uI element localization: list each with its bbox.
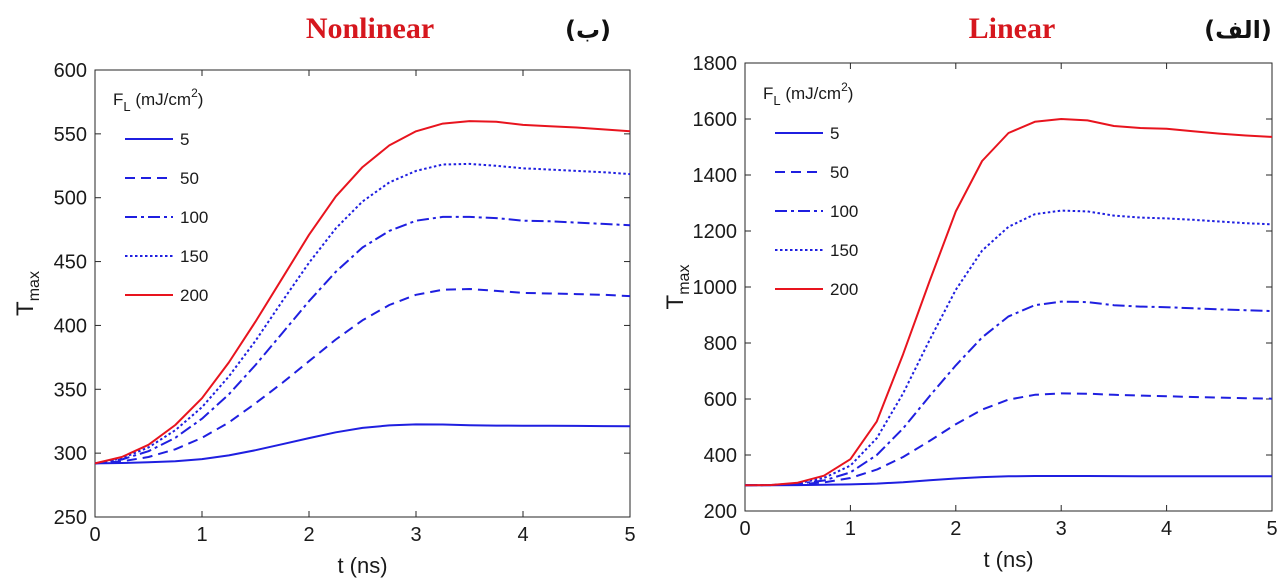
x-axis-label: t (ns) [983,547,1033,572]
legend-entry-label: 50 [180,169,199,188]
chart-title: Nonlinear [306,12,434,45]
x-tick-label: 1 [196,524,207,546]
series-line-100 [744,300,1273,487]
series-line-200 [94,120,631,465]
y-tick-label: 400 [54,315,87,337]
y-tick-label: 550 [54,124,87,146]
x-tick-label: 4 [1161,518,1172,540]
panel-label: (الف) [1204,16,1272,44]
plot-area-frame [94,69,631,518]
plot-area-frame [744,62,1273,512]
x-axis-label: t (ns) [337,553,387,578]
x-tick-label: 0 [739,518,750,540]
y-axis-label: Tmax [12,271,43,316]
x-tick-label: 5 [1266,518,1277,540]
series-line-5 [745,475,1272,487]
x-tick-label: 5 [624,524,635,546]
x-tick-label: 1 [845,518,856,540]
legend-title: FL (mJ/cm2) [113,86,203,114]
legend-entry-label: 5 [830,124,839,143]
y-tick-label: 1000 [693,277,738,299]
y-tick-label: 500 [54,188,87,210]
legend-entry-label: 200 [830,280,858,299]
y-tick-label: 450 [54,252,87,274]
y-tick-label: 600 [704,389,737,411]
y-tick-label: 300 [54,443,87,465]
y-tick-label: 1800 [693,53,738,75]
chart-title: Linear [969,12,1056,45]
series-line-5 [94,423,631,465]
legend-title: FL (mJ/cm2) [763,80,853,108]
y-tick-label: 1200 [693,221,738,243]
legend-entry-label: 100 [830,202,858,221]
y-axis-label: Tmax [662,265,693,310]
legend-entry-label: 150 [830,241,858,260]
legend-entry-label: 150 [180,247,208,266]
panel-label: (ب) [565,16,611,44]
y-tick-label: 400 [704,445,737,467]
y-tick-label: 250 [54,507,87,529]
y-tick-label: 350 [54,379,87,401]
y-tick-label: 200 [704,501,737,523]
x-tick-label: 4 [517,524,528,546]
series-line-200 [744,118,1273,487]
x-tick-label: 3 [1056,518,1067,540]
linear-panel: 0 1 2 3 4 5 200 400 600 800 1000 1200 1400 1600 1800 t … [662,12,1278,572]
y-tick-label: 600 [54,60,87,82]
x-tick-label: 2 [950,518,961,540]
series-line-50 [744,392,1273,487]
x-tick-label: 3 [410,524,421,546]
series-line-50 [94,288,631,465]
y-tick-label: 800 [704,333,737,355]
legend-entry-label: 200 [180,286,208,305]
series-line-100 [94,215,631,465]
series-line-150 [744,209,1273,487]
x-tick-label: 0 [89,524,100,546]
legend-entry-label: 50 [830,163,849,182]
x-tick-label: 2 [303,524,314,546]
legend-entry-label: 100 [180,208,208,227]
y-tick-label: 1600 [693,109,738,131]
y-tick-label: 1400 [693,165,738,187]
series-line-150 [94,162,631,465]
legend-entry-label: 5 [180,130,189,149]
